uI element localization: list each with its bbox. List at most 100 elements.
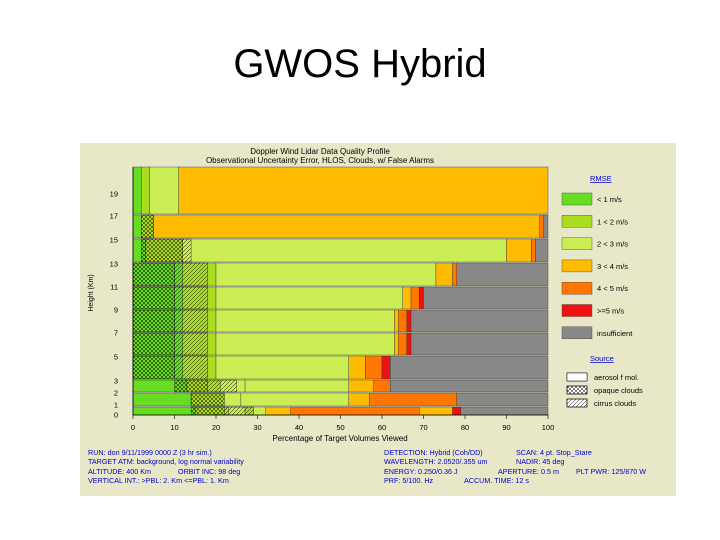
bar-segment xyxy=(215,262,437,287)
legend-swatch xyxy=(561,192,593,206)
altitude-value: 400 Km xyxy=(126,466,151,476)
y-tick-label: 11 xyxy=(110,283,118,292)
bar-segment xyxy=(398,309,408,333)
y-tick-label: 0 xyxy=(114,411,118,420)
bar-segment xyxy=(244,379,350,393)
y-tick-label: 1 xyxy=(114,401,118,410)
aperture-value: 0.5 m xyxy=(541,466,559,476)
bar-segment xyxy=(410,332,549,356)
y-tick-label: 3 xyxy=(114,377,118,386)
y-tick-label: 5 xyxy=(114,353,118,362)
bar-segment xyxy=(240,392,349,407)
cloud-hatch xyxy=(174,379,208,393)
x-axis-label: Percentage of Target Volumes Viewed xyxy=(272,434,407,443)
bar-segment xyxy=(369,392,457,407)
bar-row-15-17 xyxy=(132,214,549,239)
bar-segment xyxy=(390,379,549,393)
bar-segment xyxy=(224,392,242,407)
legend-swatch xyxy=(561,259,593,273)
y-axis-ticks: 19 17 15 13 11 9 7 5 3 2 10 xyxy=(110,167,134,420)
x-tick-label: 60 xyxy=(378,423,386,432)
chart-figure: Doppler Wind Lidar Data Quality Profile … xyxy=(80,143,676,496)
bar-segment xyxy=(456,262,549,287)
bar-segment xyxy=(456,392,549,407)
x-tick-label: 30 xyxy=(253,423,261,432)
bar-segment xyxy=(178,166,549,215)
prf-value: 5/100. Hz xyxy=(402,476,434,486)
legend-swatch xyxy=(561,215,593,228)
nadir-value: 45 deg xyxy=(542,457,565,467)
target-atm-label: TARGET ATM: xyxy=(88,457,135,467)
bar-segment xyxy=(381,355,391,380)
bar-segment xyxy=(132,392,192,407)
plt-pwr-label: PLT PWR: xyxy=(576,466,610,476)
bar-segment xyxy=(410,286,420,310)
x-tick-label: 100 xyxy=(542,423,555,432)
cloud-hatch xyxy=(132,262,175,287)
y-axis-label: Height (Km) xyxy=(88,274,95,311)
bar-segment xyxy=(394,309,399,333)
bar-segment xyxy=(348,355,366,380)
cloud-hatch xyxy=(182,238,192,263)
run-value: don 9/11/1999 0000 Z (3 hr sim.) xyxy=(107,448,212,457)
bar-segment xyxy=(215,286,403,310)
bar-row-3-5 xyxy=(132,355,549,380)
legend-label: >=5 m/s xyxy=(597,307,624,316)
legend-swatch xyxy=(561,237,593,250)
bar-segment xyxy=(132,214,142,239)
bar-segment xyxy=(149,166,179,215)
bar-row-5-7 xyxy=(132,332,549,356)
bar-segment xyxy=(253,406,267,416)
bar-segment xyxy=(394,332,399,356)
aperture-label: APERTURE: xyxy=(498,466,540,476)
vertical-int-label: VERTICAL INT.: xyxy=(88,476,140,486)
cloud-hatch xyxy=(132,286,175,310)
legend-swatch xyxy=(561,281,593,295)
chart-legend: RMSE Source < 1 m/s 1 < 2 m/s 2 < 3 m/s 3 <… xyxy=(561,174,643,408)
legend-rmse-title: RMSE xyxy=(590,174,612,183)
y-tick-label: 9 xyxy=(114,306,118,315)
cloud-hatch xyxy=(174,286,208,310)
bar-row-17-19 xyxy=(132,166,549,215)
nadir-label: NADIR: xyxy=(516,457,541,467)
legend-label: < 1 m/s xyxy=(597,195,622,204)
source-label: opaque clouds xyxy=(594,386,643,395)
source-swatch xyxy=(566,385,588,395)
orbit-inc-value: 98 deg xyxy=(218,466,241,476)
x-tick-label: 0 xyxy=(131,423,135,432)
energy-label: ENERGY: xyxy=(384,466,416,476)
bar-segment xyxy=(290,406,420,416)
bar-segment xyxy=(398,332,408,356)
bar-row-0-1 xyxy=(132,406,549,416)
chart-bars xyxy=(132,166,549,416)
altitude-label: ALTITUDE: xyxy=(88,466,125,476)
cloud-hatch xyxy=(174,309,208,333)
cloud-hatch xyxy=(207,379,237,393)
source-swatch xyxy=(566,398,588,408)
cloud-hatch xyxy=(141,238,183,263)
vertical-int-value: >PBL: 2. Km <=PBL: 1. Km xyxy=(141,476,229,486)
bar-segment xyxy=(419,406,453,416)
bar-segment xyxy=(539,214,545,239)
bar-segment xyxy=(265,406,291,416)
bar-segment xyxy=(406,332,412,356)
bar-row-13-15 xyxy=(132,238,549,263)
scan-label: SCAN: xyxy=(516,448,538,457)
bar-row-1-2 xyxy=(132,392,549,407)
cloud-hatch xyxy=(224,406,254,416)
bar-segment xyxy=(506,238,532,263)
energy-value: 0.250/0.36 J xyxy=(417,466,458,476)
detection-label: DETECTION: xyxy=(384,448,428,457)
chart-svg: Doppler Wind Lidar Data Quality Profile … xyxy=(88,147,643,443)
y-tick-label: 13 xyxy=(110,260,118,269)
scan-value: 4 pt. Stop_Stare xyxy=(539,448,592,457)
bar-segment xyxy=(419,286,424,310)
source-swatch xyxy=(566,372,588,382)
bar-segment xyxy=(141,166,150,215)
bar-segment xyxy=(390,355,549,380)
source-label: aerosol f mol. xyxy=(594,373,639,382)
bar-segment xyxy=(348,379,374,393)
x-tick-label: 80 xyxy=(461,423,469,432)
x-tick-label: 20 xyxy=(212,423,220,432)
x-axis-ticks: 0 10 20 30 40 50 60 70 80 90 100 xyxy=(131,414,555,432)
